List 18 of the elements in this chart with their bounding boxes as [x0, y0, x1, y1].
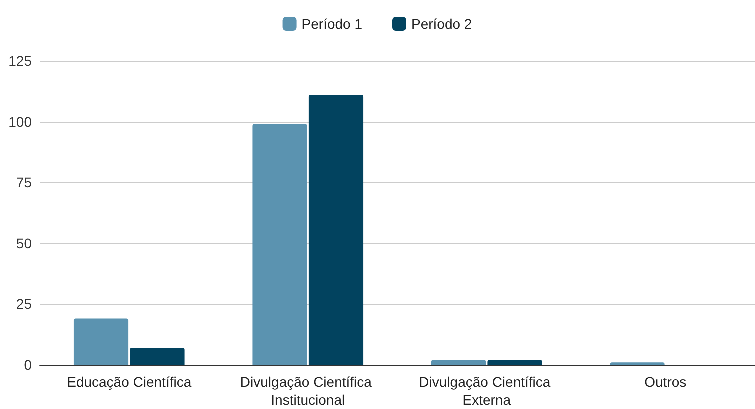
y-tick-label: 0 — [24, 357, 32, 373]
y-tick-label: 25 — [16, 296, 32, 312]
y-tick-label: 100 — [8, 114, 32, 130]
y-tick-label: 75 — [16, 174, 32, 191]
legend-label: Período 2 — [412, 16, 472, 32]
bar — [308, 95, 364, 365]
bar — [252, 124, 308, 365]
x-tick-label: Outros — [644, 374, 687, 390]
x-tick-label: Divulgação Científica Externa — [419, 374, 555, 408]
bar — [431, 360, 486, 365]
x-tick-label: Divulgação Científica Institucional — [240, 374, 376, 408]
y-tick-label: 125 — [8, 53, 32, 69]
bar — [130, 348, 185, 365]
bar — [488, 360, 542, 365]
bar — [74, 318, 129, 365]
legend-label: Período 1 — [302, 16, 363, 32]
x-tick-label: Educação Científica — [67, 374, 192, 390]
y-tick-label: 50 — [16, 235, 32, 252]
